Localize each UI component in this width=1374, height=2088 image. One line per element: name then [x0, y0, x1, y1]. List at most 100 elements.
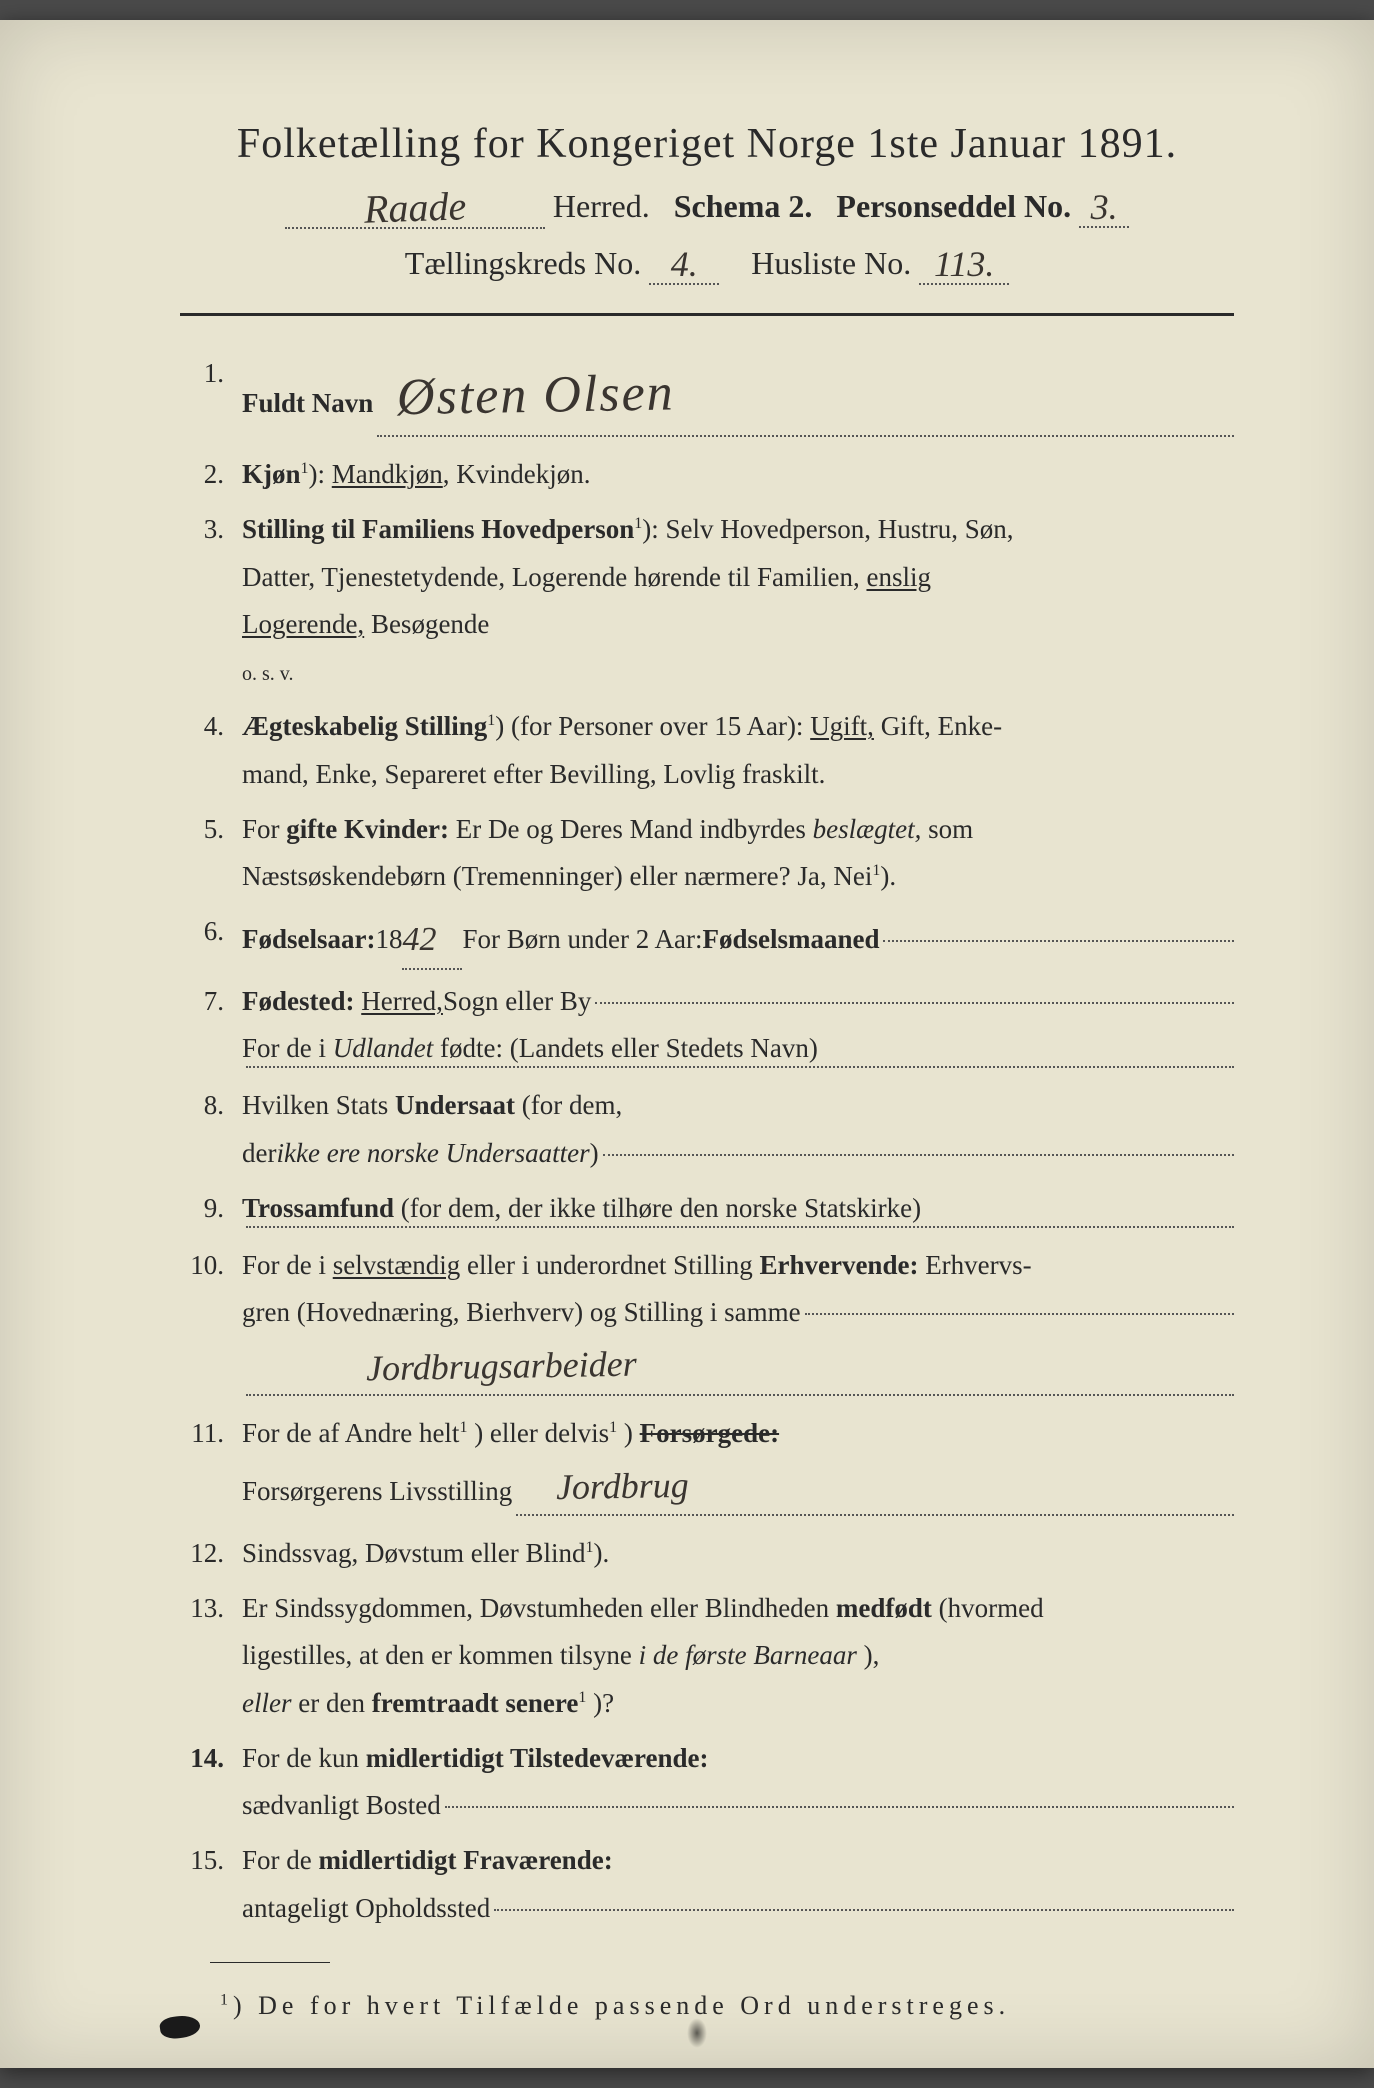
q11-pre: For de af Andre helt: [242, 1418, 459, 1448]
footnote-divider: [210, 1962, 330, 1963]
q3-line2a: Datter, Tjenestetydende, Logerende høren…: [242, 562, 866, 592]
q8-i: ikke ere norske Undersaatter: [276, 1130, 589, 1177]
q8-num: 8.: [180, 1082, 242, 1177]
q14-pre: For de kun: [242, 1743, 366, 1773]
q4-num: 4.: [180, 703, 242, 798]
q4-line2: mand, Enke, Separeret efter Bevilling, L…: [242, 759, 825, 789]
q9-num: 9.: [180, 1185, 242, 1234]
q5-rest1b: som: [928, 814, 973, 844]
q11-line2: Forsørgerens Livsstilling: [242, 1468, 512, 1515]
q6-num: 6.: [180, 908, 242, 970]
q12-row: 12. Sindssvag, Døvstum eller Blind1).: [180, 1530, 1234, 1577]
q3-line1: Selv Hovedperson, Hustru, Søn,: [666, 514, 1014, 544]
q13-line3b: er den: [298, 1688, 371, 1718]
q9-row: 9. Trossamfund (for dem, der ikke tilhør…: [180, 1185, 1234, 1234]
q4-rest1: Gift, Enke-: [881, 711, 1002, 741]
q12-num: 12.: [180, 1530, 242, 1577]
q13-line2a: ligestilles, at den er kommen tilsyne: [242, 1640, 639, 1670]
q10-u: selvstændig: [333, 1250, 461, 1280]
q3-osv: o. s. v.: [242, 663, 293, 685]
q6-b2: Fødselsmaaned: [702, 916, 879, 963]
q3-row: 3. Stilling til Familiens Hovedperson1):…: [180, 506, 1234, 695]
q5-row: 5. For gifte Kvinder: Er De og Deres Man…: [180, 806, 1234, 901]
q14-row: 14. For de kun midlertidigt Tilstedevære…: [180, 1735, 1234, 1830]
q5-b1: gifte Kvinder:: [286, 814, 449, 844]
q7-i: Udlandet: [333, 1033, 434, 1063]
q1-num: 1.: [180, 350, 242, 443]
q15-pre: For de: [242, 1845, 319, 1875]
q13-b2: fremtraadt senere: [372, 1688, 579, 1718]
q15-num: 15.: [180, 1837, 242, 1932]
footnote: 1) De for hvert Tilfælde passende Ord un…: [220, 1983, 1234, 2029]
q15-b: midlertidigt Fraværende:: [319, 1845, 613, 1875]
q14-b: midlertidigt Tilstedeværende:: [366, 1743, 709, 1773]
q5-line2: Næstsøskendebørn (Tremenninger) eller næ…: [242, 861, 872, 891]
q11-rest: ): [624, 1418, 640, 1448]
q15-line2: antageligt Opholdssted: [242, 1885, 490, 1932]
q9-rest: (for dem, der ikke tilhøre den norske St…: [401, 1193, 921, 1223]
q5-i1: beslægtet,: [813, 814, 922, 844]
husliste-no: 113.: [934, 243, 994, 285]
q2-label: Kjøn: [242, 459, 301, 489]
q7-line2a: For de i: [242, 1033, 333, 1063]
q14-line2: sædvanligt Bosted: [242, 1782, 441, 1829]
q15-row: 15. For de midlertidigt Fraværende: anta…: [180, 1837, 1234, 1932]
q3-line3a: Logerende,: [242, 609, 364, 639]
kreds-no: 4.: [671, 243, 698, 285]
q2-num: 2.: [180, 451, 242, 498]
header-block: Folketælling for Kongeriget Norge 1ste J…: [180, 120, 1234, 285]
q7-u: Herred,: [361, 978, 443, 1025]
q7-num: 7.: [180, 978, 242, 1075]
q11-mid: ) eller delvis: [474, 1418, 609, 1448]
q4-label: Ægteskabelig Stilling: [242, 711, 487, 741]
header-line-2: Raade Herred. Schema 2. Personseddel No.…: [180, 180, 1234, 229]
main-title: Folketælling for Kongeriget Norge 1ste J…: [180, 120, 1234, 168]
q8-rest: (for dem,: [522, 1090, 622, 1120]
q10-rest: Erhvervs-: [925, 1250, 1031, 1280]
q5-rest1: Er De og Deres Mand indbyrdes: [456, 814, 813, 844]
q8-b: Undersaat: [395, 1090, 515, 1120]
q10-b: Erhvervende:: [759, 1250, 918, 1280]
herred-label: Herred.: [553, 188, 650, 224]
q10-num: 10.: [180, 1242, 242, 1402]
q8-line2b: ): [590, 1130, 599, 1177]
q10-mid: eller i underordnet Stilling: [467, 1250, 759, 1280]
q11-num: 11.: [180, 1410, 242, 1522]
q13-row: 13. Er Sindssygdommen, Døvstumheden elle…: [180, 1585, 1234, 1727]
q2-row: 2. Kjøn1): Mandkjøn, Kvindekjøn.: [180, 451, 1234, 498]
q6-prefix: 18: [375, 916, 402, 963]
q10-value: Jordbrugsarbeider: [365, 1332, 637, 1400]
q11-row: 11. For de af Andre helt1 ) eller delvis…: [180, 1410, 1234, 1522]
q14-num: 14.: [180, 1735, 242, 1830]
footnote-text: ) De for hvert Tilfælde passende Ord und…: [233, 1991, 1010, 2020]
q1-row: 1. Fuldt Navn Østen Olsen: [180, 350, 1234, 443]
divider-line: [180, 313, 1234, 316]
q2-underlined: Mandkjøn: [332, 459, 443, 489]
q1-value: Østen Olsen: [377, 347, 676, 443]
q13-i: i de første Barneaar: [639, 1640, 857, 1670]
q7-label: Fødested:: [242, 978, 354, 1025]
q3-u1: enslig: [866, 562, 931, 592]
q6-row: 6. Fødselsaar: 1842 For Børn under 2 Aar…: [180, 908, 1234, 970]
q6-mid: For Børn under 2 Aar:: [462, 916, 702, 963]
q8-line2a: der: [242, 1130, 276, 1177]
q13-line3c: )?: [593, 1688, 614, 1718]
q4-u: Ugift,: [810, 711, 874, 741]
q10-pre: For de i: [242, 1250, 333, 1280]
census-form-page: Folketælling for Kongeriget Norge 1ste J…: [0, 20, 1374, 2068]
q13-b1: medfødt: [836, 1593, 932, 1623]
q4-paren: (for Personer over 15 Aar):: [511, 711, 810, 741]
q11-b: Forsørgede:: [640, 1418, 779, 1448]
personseddel-no: 3.: [1091, 186, 1118, 228]
header-line-3: Tællingskreds No. 4. Husliste No. 113.: [180, 241, 1234, 285]
q8-pre: Hvilken Stats: [242, 1090, 395, 1120]
q8-row: 8. Hvilken Stats Undersaat (for dem, der…: [180, 1082, 1234, 1177]
q13-num: 13.: [180, 1585, 242, 1727]
q6-label: Fødselsaar:: [242, 916, 375, 963]
q7-line2b: fødte: (Landets eller Stedets Navn): [440, 1033, 818, 1063]
herred-handwritten: Raade: [363, 182, 467, 233]
q7-rest: Sogn eller By: [443, 978, 592, 1025]
q13-line2b: ),: [864, 1640, 880, 1670]
form-body: 1. Fuldt Navn Østen Olsen 2. Kjøn1): Man…: [180, 350, 1234, 2028]
q1-label: Fuldt Navn: [242, 380, 373, 427]
